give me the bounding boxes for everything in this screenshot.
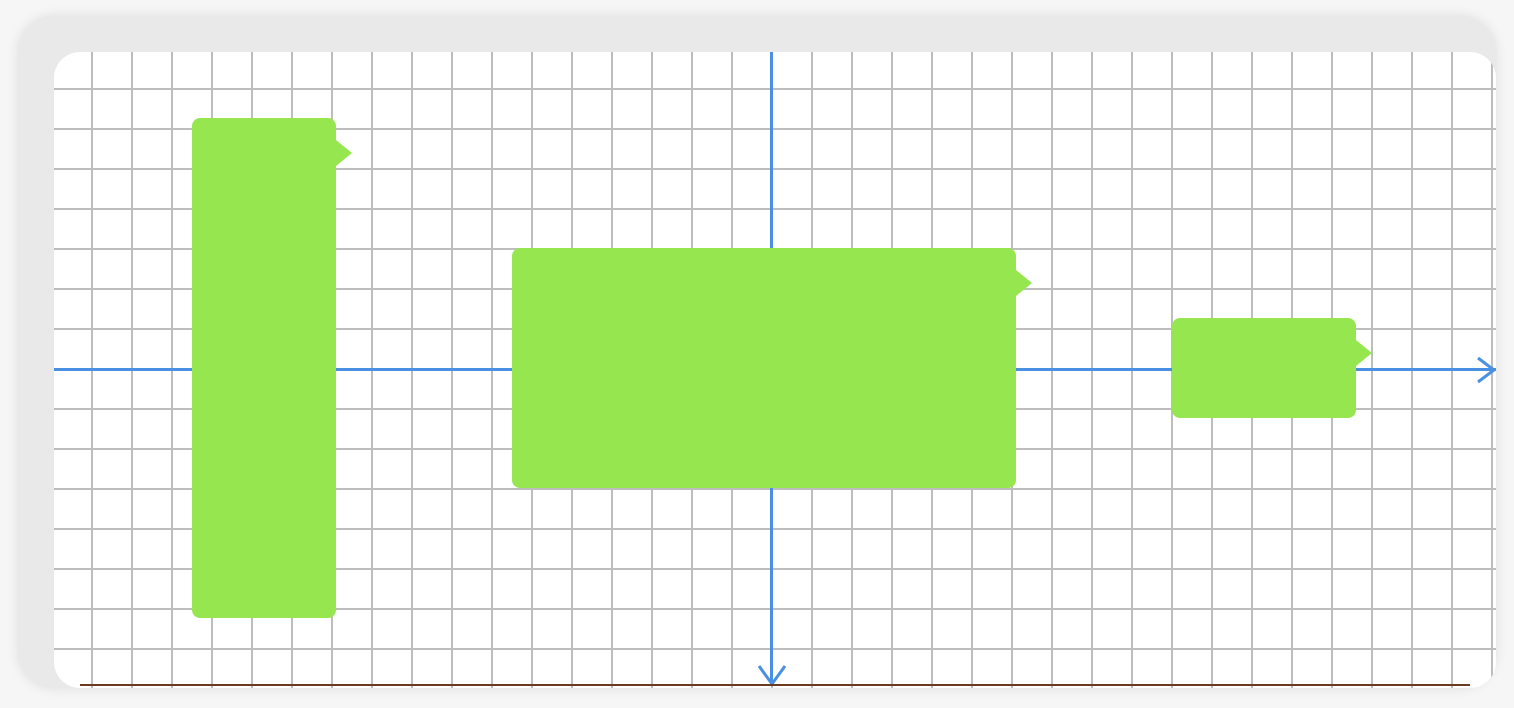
- tall-block-tab[interactable]: [336, 140, 352, 166]
- small-block-tab[interactable]: [1356, 340, 1372, 366]
- grid-canvas[interactable]: [54, 52, 1496, 688]
- arrow-right-icon: [1477, 356, 1496, 384]
- window-frame: [18, 16, 1496, 688]
- ground-line: [80, 684, 1470, 686]
- wide-block[interactable]: [512, 248, 1016, 488]
- small-block[interactable]: [1172, 318, 1356, 418]
- wide-block-tab[interactable]: [1016, 270, 1032, 296]
- tall-block[interactable]: [192, 118, 336, 618]
